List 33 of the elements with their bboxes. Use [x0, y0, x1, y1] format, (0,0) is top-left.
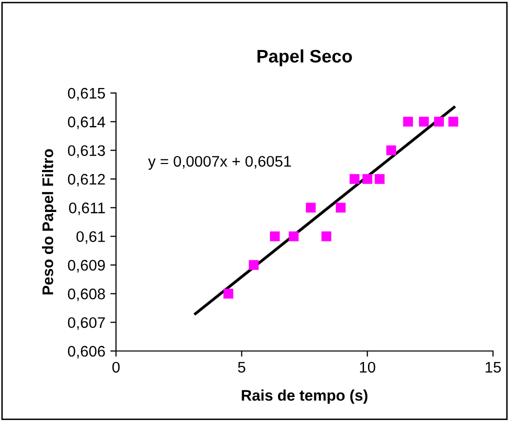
y-tick-label: 0,606 [68, 346, 105, 358]
y-tick-label: 0,607 [68, 317, 105, 330]
y-tick-label: 0,611 [69, 202, 105, 216]
point [362, 174, 372, 184]
point [306, 202, 316, 213]
y-tick-label: 0,614 [68, 116, 106, 130]
point [350, 174, 360, 184]
y-tick-label: 0,61 [76, 231, 105, 244]
x-axis-title: Rais de tempo (s) [242, 390, 368, 404]
point [321, 231, 332, 242]
point [434, 116, 444, 127]
point [374, 174, 385, 184]
y-tick-label: 0,608 [68, 288, 105, 302]
point [288, 231, 299, 242]
point [270, 231, 280, 242]
point [336, 202, 346, 213]
point [386, 145, 396, 156]
y-tick-label: 0,615 [68, 88, 105, 100]
x-tick-label: 0 [112, 362, 120, 373]
point [248, 260, 259, 270]
y-tick-label: 0,613 [68, 145, 105, 158]
y-tick-label: 0,612 [68, 174, 105, 186]
point [403, 116, 413, 127]
chart-title: Papel Seco [258, 49, 352, 66]
y-axis-title: Peso do Papel Filtro [42, 149, 56, 294]
x-tick-label: 5 [238, 362, 246, 373]
annotation: y = 0,0007x + 0,6051 [148, 156, 291, 170]
point [223, 288, 234, 299]
point [418, 116, 429, 127]
x-tick-label: 15 [486, 362, 501, 373]
x-tick-label: 10 [360, 362, 376, 373]
y-tick-label: 0,609 [68, 260, 105, 272]
point [448, 116, 458, 127]
